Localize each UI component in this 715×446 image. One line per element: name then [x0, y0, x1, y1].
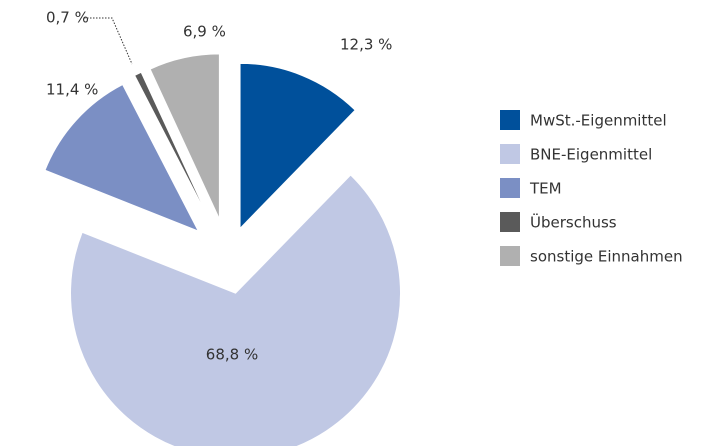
legend-swatch — [500, 144, 520, 164]
leader-line — [84, 17, 133, 65]
legend-label: Überschuss — [530, 213, 617, 232]
data-label: 12,3 % — [340, 36, 392, 54]
pie-slice — [149, 53, 220, 220]
legend-swatch — [500, 246, 520, 266]
data-label: 68,8 % — [206, 346, 258, 364]
legend-label: BNE-Eigenmittel — [530, 146, 652, 164]
legend-label: TEM — [529, 180, 562, 198]
legend-label: MwSt.-Eigenmittel — [530, 112, 667, 130]
legend-swatch — [500, 178, 520, 198]
legend-swatch — [500, 110, 520, 130]
data-label: 6,9 % — [183, 23, 226, 41]
pie-slice — [239, 62, 356, 230]
legend-swatch — [500, 212, 520, 232]
pie-slice — [44, 83, 200, 233]
data-label: 0,7 % — [46, 9, 89, 27]
pie-slice — [70, 174, 401, 446]
legend-label: sonstige Einnahmen — [530, 248, 683, 266]
data-label: 11,4 % — [46, 81, 98, 99]
pie-slice — [133, 71, 211, 223]
